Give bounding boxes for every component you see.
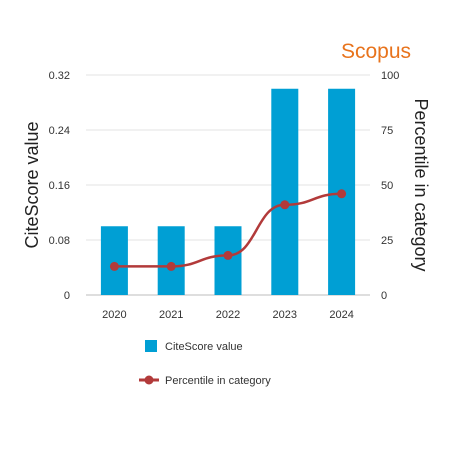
bar-2021 <box>157 226 185 295</box>
x-tick-label: 2021 <box>159 309 183 321</box>
x-tick-label: 2022 <box>216 309 240 321</box>
grid-lines <box>86 74 370 296</box>
x-tick-label: 2023 <box>273 309 297 321</box>
legend-line-label: Percentile in category <box>165 375 271 387</box>
x-axis-ticks: 2020 2021 2022 2023 2024 <box>102 309 354 321</box>
line-series <box>109 189 347 271</box>
left-axis-ticks: 0 0.08 0.16 0.24 0.32 <box>49 70 70 302</box>
x-tick-label: 2024 <box>329 309 353 321</box>
right-tick-label: 25 <box>381 235 393 247</box>
legend-line-marker <box>144 375 154 385</box>
right-axis-ticks: 0 25 50 75 100 <box>381 70 399 302</box>
point-2020 <box>109 261 119 271</box>
bar-2023 <box>271 88 299 295</box>
scopus-logo-text: Scopus <box>341 40 411 63</box>
left-tick-label: 0.24 <box>49 125 70 137</box>
left-tick-label: 0.08 <box>49 235 70 247</box>
x-tick-label: 2020 <box>102 309 126 321</box>
right-tick-label: 100 <box>381 70 399 82</box>
left-tick-label: 0.16 <box>49 180 70 192</box>
legend: CiteScore value Percentile in category <box>139 340 271 387</box>
point-2022 <box>223 250 233 260</box>
left-tick-label: 0 <box>64 290 70 302</box>
point-2024 <box>337 189 347 199</box>
right-tick-label: 50 <box>381 180 393 192</box>
legend-bar-label: CiteScore value <box>165 341 243 353</box>
point-2023 <box>280 200 290 210</box>
bar-series <box>100 88 356 295</box>
bar-2022 <box>214 226 242 295</box>
right-tick-label: 75 <box>381 125 393 137</box>
bar-2020 <box>100 226 128 295</box>
left-axis-title: CiteScore value <box>22 121 42 248</box>
left-tick-label: 0.32 <box>49 70 70 82</box>
point-2021 <box>166 261 176 271</box>
right-axis-title: Percentile in category <box>411 98 431 271</box>
right-tick-label: 0 <box>381 290 387 302</box>
legend-bar-swatch <box>145 340 157 352</box>
